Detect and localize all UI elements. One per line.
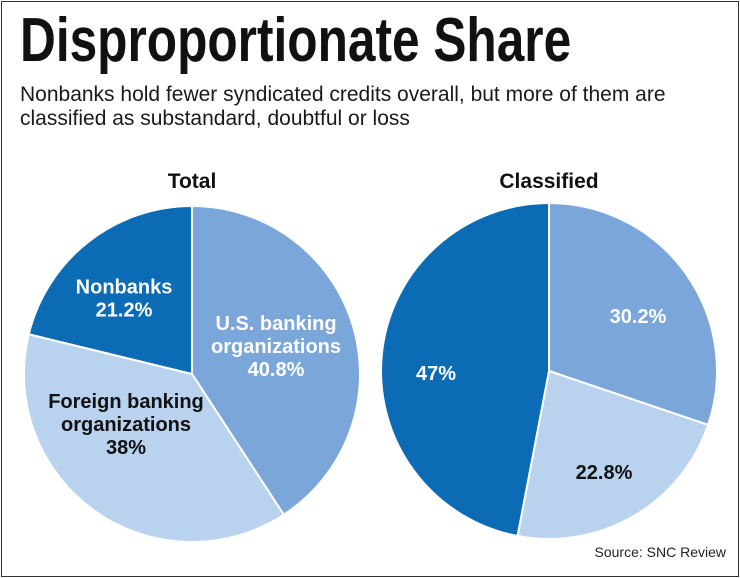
total-slice-foreign-banking-organizations bbox=[23, 333, 286, 543]
classified-slice-u-s-banking-organizations bbox=[548, 201, 718, 427]
classified-slice-foreign-banking-organizations bbox=[516, 369, 710, 540]
chart-subtitle: Nonbanks hold fewer syndicated credits o… bbox=[20, 83, 666, 130]
classified-label-u-s-banking-organizations: 30.2% bbox=[610, 306, 667, 328]
classified-slice-nonbanks bbox=[380, 201, 550, 538]
total-label-nonbanks: Nonbanks 21.2% bbox=[76, 277, 173, 322]
total-label-u-s-banking-organizations: U.S. banking organizations 40.8% bbox=[211, 313, 341, 381]
total-label-foreign-banking-organizations: Foreign banking organizations 38% bbox=[48, 391, 204, 459]
total-chart-title: Total bbox=[168, 170, 217, 193]
classified-label-nonbanks: 47% bbox=[416, 363, 456, 385]
chart-main-title: Disproportionate Share bbox=[20, 6, 572, 75]
classified-chart-title: Classified bbox=[499, 170, 598, 193]
total-slice-nonbanks bbox=[27, 204, 193, 376]
source-note: Source: SNC Review bbox=[594, 544, 727, 560]
classified-label-foreign-banking-organizations: 22.8% bbox=[576, 462, 633, 484]
